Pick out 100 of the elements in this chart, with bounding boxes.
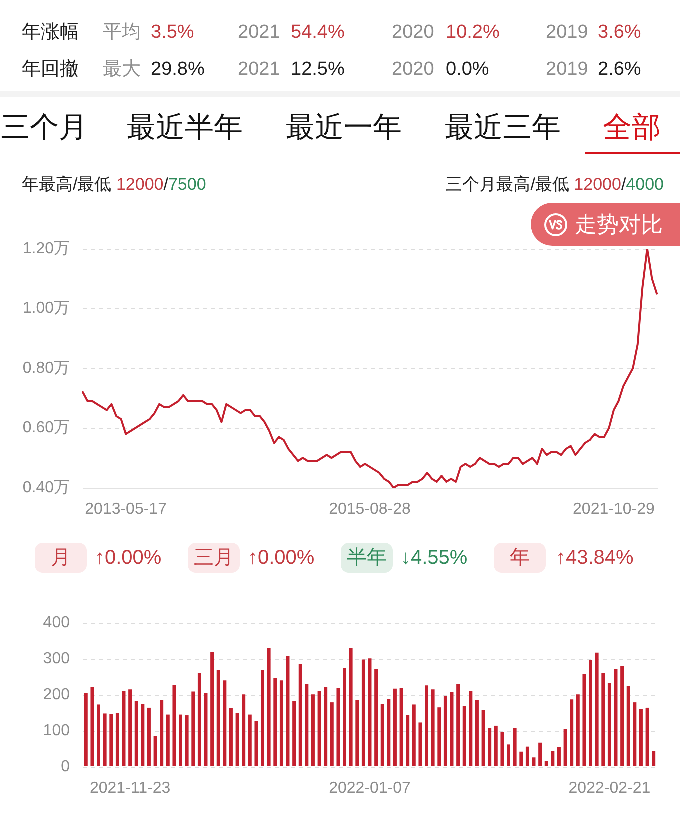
text: 走势对比 xyxy=(575,211,663,239)
bar xyxy=(652,751,656,766)
bar xyxy=(595,652,599,766)
bar xyxy=(551,751,555,766)
bar xyxy=(620,666,624,766)
bar xyxy=(280,680,284,766)
text: 三月 ↑0.00% xyxy=(193,546,315,571)
x-tick-label: 2022-02-21 xyxy=(568,780,651,798)
bar xyxy=(110,714,114,766)
text: 最大 xyxy=(103,59,141,81)
bar xyxy=(469,691,473,766)
text: 2020 xyxy=(392,22,434,44)
bar xyxy=(248,714,252,766)
text: 2.6% xyxy=(598,59,642,81)
y-tick-label: 100 xyxy=(43,722,70,740)
bar xyxy=(330,702,334,766)
bar xyxy=(544,761,548,766)
text: 年 ↑43.84% xyxy=(510,547,634,569)
bar xyxy=(602,673,606,766)
bar xyxy=(374,669,378,766)
bar xyxy=(564,729,568,766)
y-tick-label: 1.20万 xyxy=(22,240,70,258)
text: 54.4% xyxy=(291,22,345,44)
text: 3.6% xyxy=(598,22,642,44)
bar xyxy=(425,686,429,766)
bar xyxy=(185,716,189,766)
bar xyxy=(274,678,278,766)
bar xyxy=(229,708,233,766)
text: 三个月 xyxy=(1,111,88,145)
bar xyxy=(198,673,202,766)
text: 2021 xyxy=(238,22,280,44)
text: 三个月最高/最低 12000/4000 xyxy=(446,175,664,194)
text: 全部 xyxy=(603,111,661,145)
bar xyxy=(576,694,580,766)
bar xyxy=(444,696,448,766)
text: 2020 xyxy=(392,59,434,81)
bar xyxy=(393,688,397,766)
bar xyxy=(482,710,486,766)
bar xyxy=(356,700,360,766)
bar xyxy=(380,704,384,766)
bar xyxy=(475,700,479,766)
bar xyxy=(500,732,504,766)
text: 月 ↑0.00% xyxy=(51,547,162,569)
bar xyxy=(160,700,164,766)
bar xyxy=(526,746,530,766)
bar xyxy=(318,691,322,766)
bar xyxy=(507,744,511,766)
bar xyxy=(343,668,347,766)
bar xyxy=(538,742,542,766)
x-tick-label: 2022-01-07 xyxy=(329,780,412,798)
bar xyxy=(90,687,94,766)
bar xyxy=(84,694,88,766)
bar xyxy=(103,714,107,766)
y-tick-label: 300 xyxy=(43,650,70,668)
bar xyxy=(557,747,561,766)
bar xyxy=(438,708,442,766)
bar xyxy=(488,728,492,766)
bar xyxy=(236,713,240,766)
bar xyxy=(305,684,309,766)
bar xyxy=(639,709,643,766)
y-tick-label: 1.00万 xyxy=(22,300,70,318)
text: 3.5% xyxy=(151,22,194,44)
text: 最近半年 xyxy=(127,111,243,145)
bar xyxy=(520,752,524,766)
text: 2019 xyxy=(546,22,588,44)
bar xyxy=(210,652,214,766)
y-tick-label: 0.60万 xyxy=(22,420,70,437)
bar xyxy=(626,686,630,766)
text: 年最高/最低 12000/7500 xyxy=(22,175,206,194)
x-tick-label: 2013-05-17 xyxy=(85,501,168,518)
bar xyxy=(431,690,435,766)
text: 2021 xyxy=(238,59,280,81)
text: 0.0% xyxy=(446,59,490,81)
bar xyxy=(608,683,612,766)
bar xyxy=(462,706,466,766)
y-tick-label: 400 xyxy=(43,614,70,632)
bar xyxy=(582,674,586,766)
bar xyxy=(116,713,120,766)
bar xyxy=(216,670,220,766)
bar xyxy=(147,708,151,766)
bar xyxy=(412,704,416,766)
bar xyxy=(646,708,650,766)
bar xyxy=(513,728,517,766)
bar xyxy=(223,680,227,766)
bar xyxy=(192,692,196,766)
bar xyxy=(324,687,328,766)
y-tick-label: 0.40万 xyxy=(22,479,70,496)
bar xyxy=(456,684,460,766)
bar xyxy=(570,700,574,766)
bar xyxy=(267,648,271,766)
text: 29.8% xyxy=(151,59,205,81)
bar xyxy=(406,715,410,766)
text: 10.2% xyxy=(446,22,500,44)
bar xyxy=(387,699,391,766)
bar xyxy=(172,685,176,766)
text: 平均 xyxy=(103,22,141,44)
bar xyxy=(261,670,265,766)
bar xyxy=(254,721,258,766)
bar xyxy=(134,701,138,766)
bar xyxy=(179,714,183,766)
